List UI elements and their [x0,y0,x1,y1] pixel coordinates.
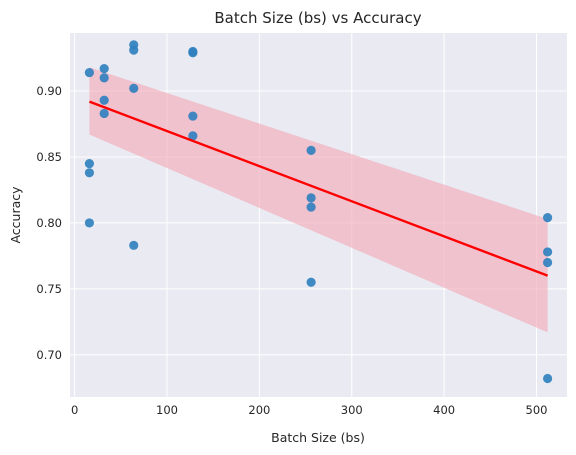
data-point [306,145,316,155]
y-axis-label: Accuracy [8,186,23,244]
data-point [99,64,109,74]
x-tick-label: 500 [526,403,548,417]
data-point [129,83,139,93]
data-point [543,213,553,223]
data-point [84,67,94,78]
data-point [188,48,198,58]
x-tick-label: 200 [248,403,270,417]
data-point [306,193,316,203]
data-point [84,168,94,178]
y-tick-label: 0.85 [36,150,62,164]
data-point [306,277,316,287]
data-point [99,108,109,119]
x-tick-label: 400 [433,403,455,417]
data-point [99,95,109,105]
data-point [84,218,94,228]
y-tick-label: 0.90 [36,84,62,98]
y-tick-label: 0.80 [36,216,62,230]
data-point [84,158,94,169]
data-point [188,111,198,121]
data-point [99,73,109,83]
confidence-band-area [89,67,548,333]
x-tick-labels: 0 100 200 300 400 500 [71,403,548,417]
y-tick-label: 0.75 [36,282,62,296]
x-tick-label: 100 [156,403,178,417]
data-points [84,40,553,384]
y-tick-labels: 0.70 0.75 0.80 0.85 0.90 [36,84,62,362]
y-tick-label: 0.70 [36,348,62,362]
data-point [306,202,316,212]
regression-line-group [88,100,549,277]
x-tick-label: 0 [71,403,78,417]
data-point [188,131,198,141]
confidence-band [89,67,548,333]
data-point [543,257,553,268]
regression-line [88,100,549,277]
data-point [543,247,553,257]
x-tick-label: 300 [341,403,363,417]
data-point [129,45,139,55]
data-point [543,373,553,384]
chart-title: Batch Size (bs) vs Accuracy [214,9,421,27]
x-axis-label: Batch Size (bs) [271,430,365,445]
data-point [129,240,139,250]
